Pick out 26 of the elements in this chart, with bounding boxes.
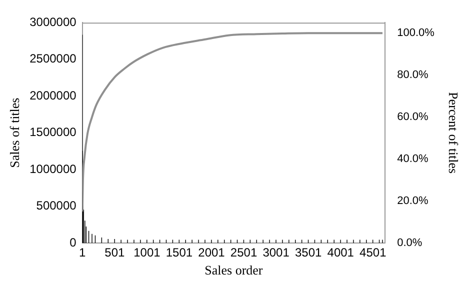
x-tick-label: 3001 <box>262 246 290 260</box>
y-tick-label: 0 <box>70 235 77 250</box>
y2-tick-label: 80.0% <box>397 69 428 82</box>
y-tick-label: 1000000 <box>30 162 77 176</box>
y2-tick-label: 60.0% <box>397 111 428 124</box>
y-tick-label: 2000000 <box>30 88 77 102</box>
x-tick-label: 2501 <box>230 246 258 260</box>
y-tick-label: 500000 <box>36 198 77 213</box>
y2-axis-title: Percent of titles <box>446 92 461 174</box>
y-tick-label: 2500000 <box>30 52 77 66</box>
x-tick-label: 4501 <box>360 246 387 260</box>
x-tick-label: 501 <box>104 246 125 260</box>
y2-tick-label: 20.0% <box>397 195 428 208</box>
y2-tick-label: 0.0% <box>397 237 422 250</box>
y2-tick-label: 40.0% <box>397 153 428 166</box>
x-tick-label: 3501 <box>294 246 322 260</box>
x-tick-label: 1001 <box>134 246 161 260</box>
x-tick-label: 4001 <box>327 246 354 260</box>
y-tick-label: 1500000 <box>30 125 77 140</box>
x-tick-label: 2001 <box>198 246 226 260</box>
y-tick-label: 3000000 <box>30 14 77 29</box>
y2-tick-label: 100.0% <box>397 27 435 40</box>
x-axis-title: Sales order <box>204 262 264 278</box>
x-tick-label: 1 <box>79 246 86 260</box>
y-axis-title: Sales of titles <box>7 98 22 168</box>
x-tick-label: 1501 <box>166 246 193 260</box>
